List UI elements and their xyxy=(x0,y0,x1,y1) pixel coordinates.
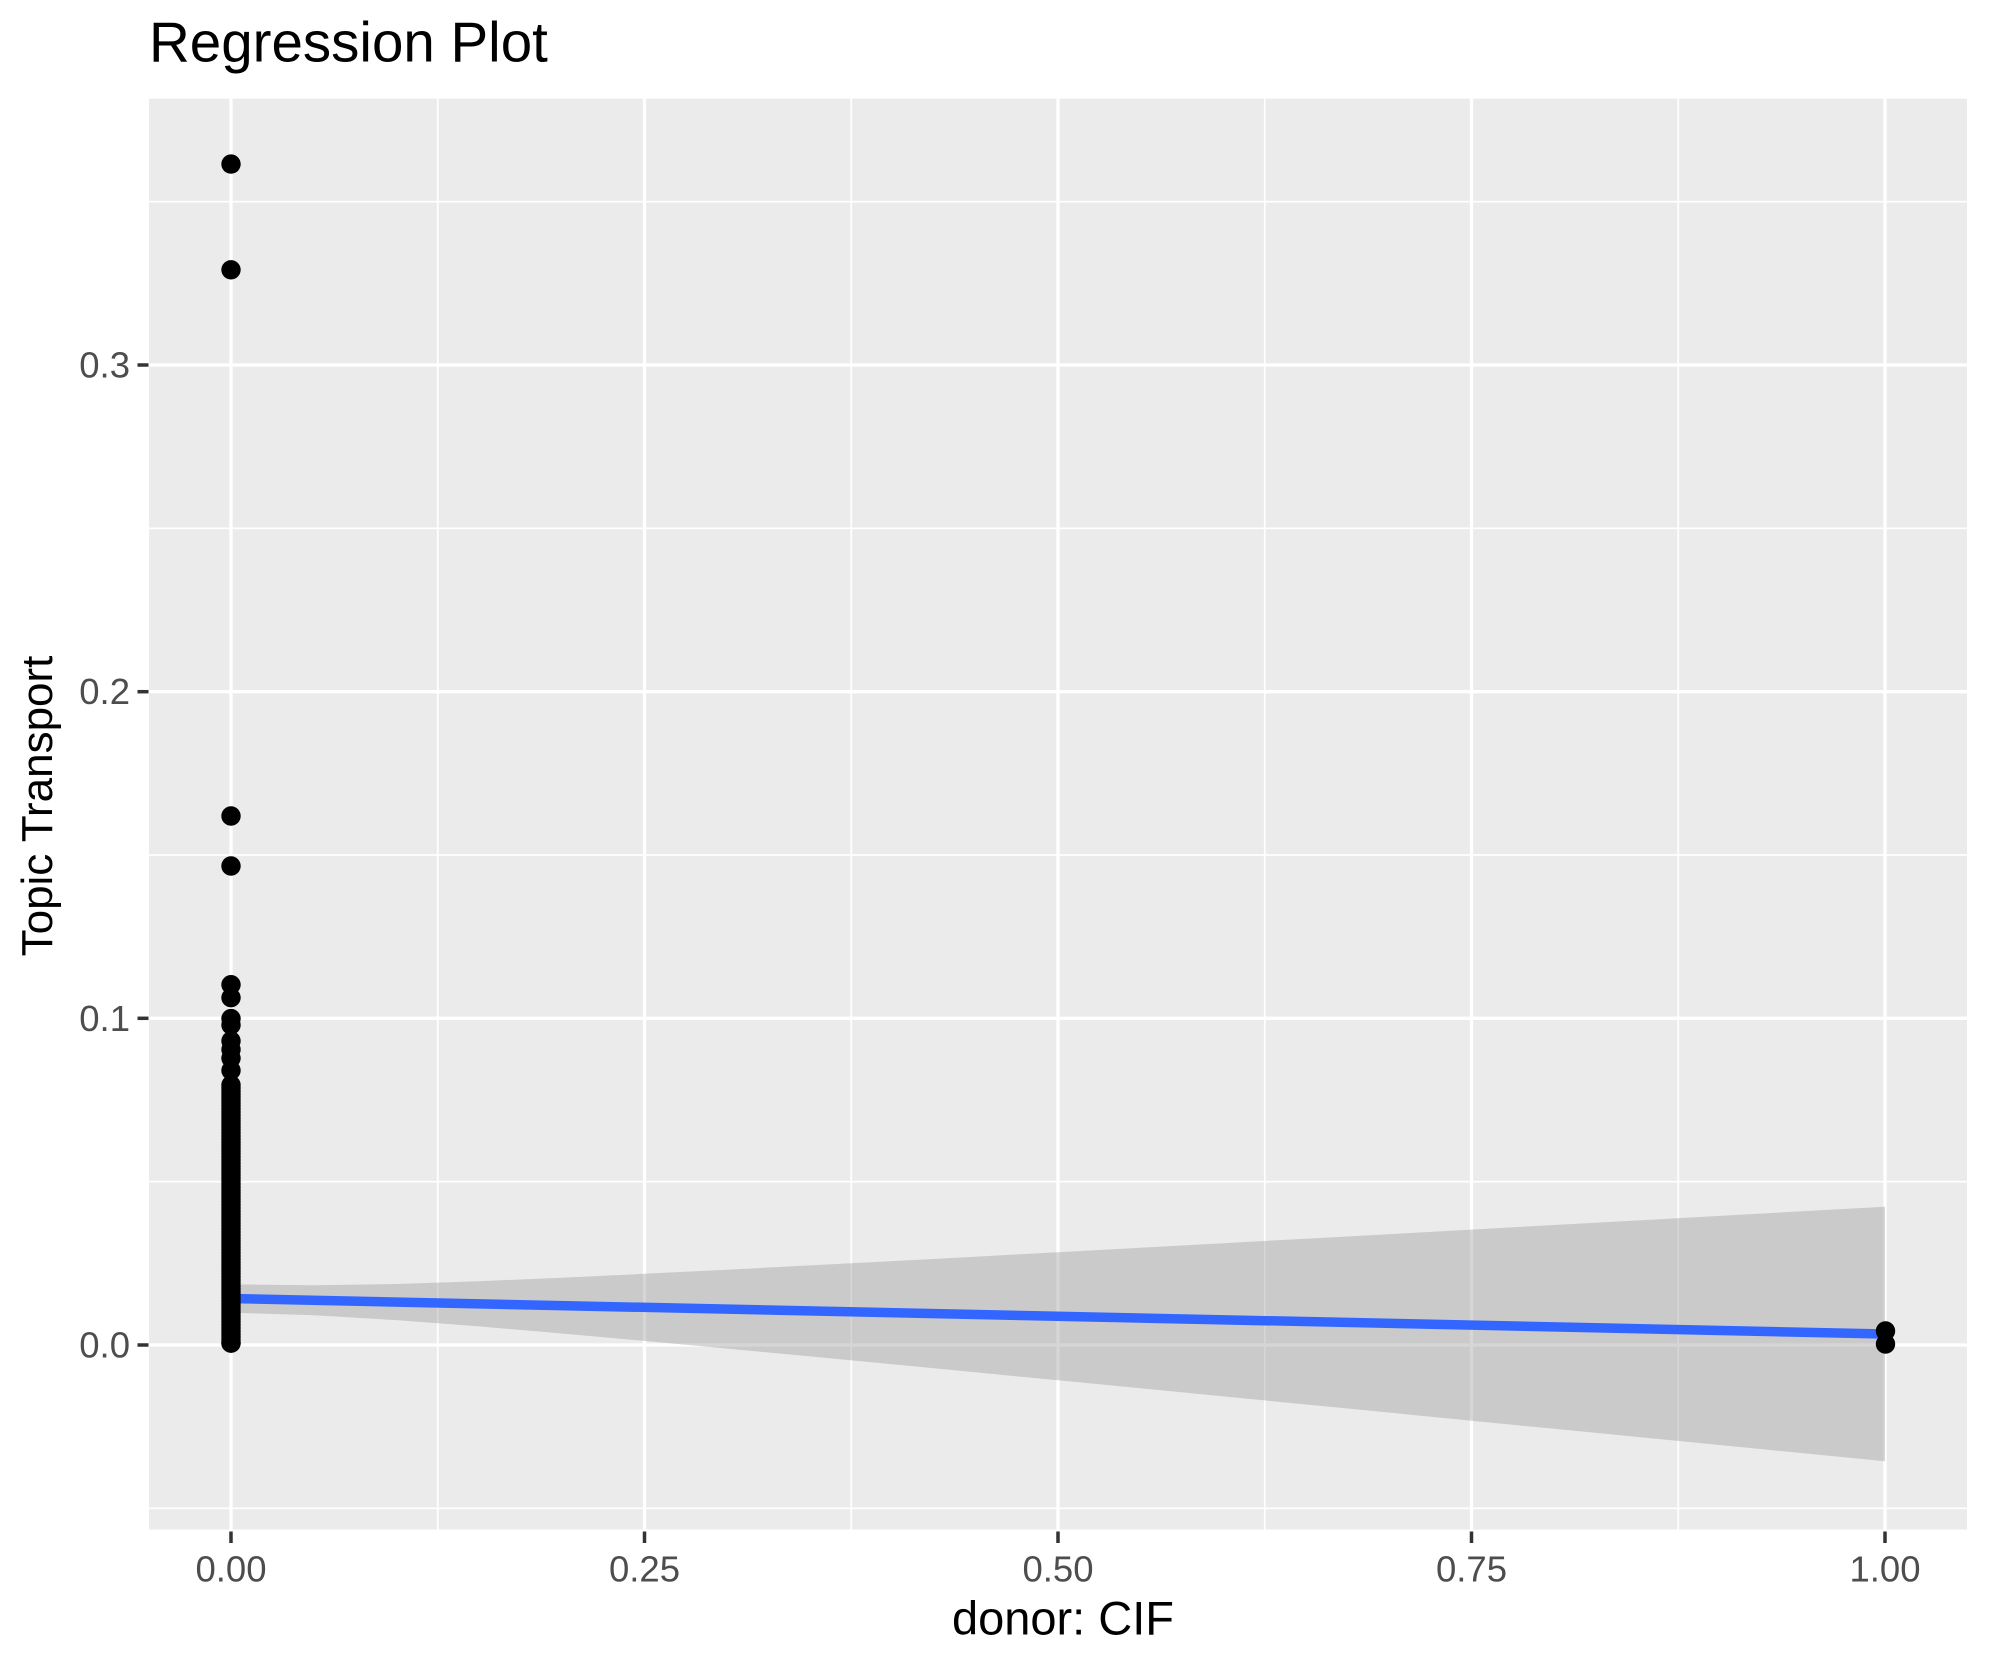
svg-text:0.00: 0.00 xyxy=(195,1548,266,1589)
svg-text:0.0: 0.0 xyxy=(79,1325,130,1366)
svg-text:0.3: 0.3 xyxy=(79,345,130,386)
svg-text:donor: CIF: donor: CIF xyxy=(952,1592,1174,1645)
svg-text:0.75: 0.75 xyxy=(1436,1548,1507,1589)
svg-text:0.25: 0.25 xyxy=(609,1548,680,1589)
svg-text:0.1: 0.1 xyxy=(79,998,130,1039)
svg-text:1.00: 1.00 xyxy=(1849,1548,1920,1589)
svg-text:Regression Plot: Regression Plot xyxy=(149,11,548,74)
svg-text:0.50: 0.50 xyxy=(1022,1548,1093,1589)
svg-text:Topic Transport: Topic Transport xyxy=(13,656,62,957)
svg-text:0.2: 0.2 xyxy=(79,671,130,712)
